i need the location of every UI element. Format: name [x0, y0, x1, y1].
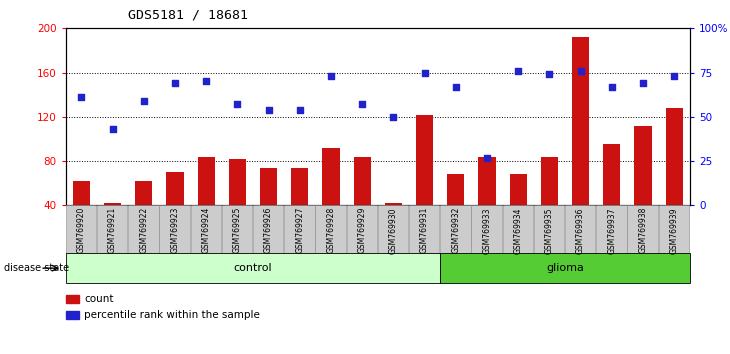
Bar [572, 37, 589, 205]
Text: GSM769927: GSM769927 [295, 207, 304, 253]
Bar [104, 203, 121, 205]
Text: GSM769921: GSM769921 [108, 207, 117, 253]
Point [169, 80, 181, 86]
Bar [73, 181, 90, 205]
Text: disease state: disease state [4, 263, 69, 273]
Point [263, 107, 274, 113]
Text: GSM769926: GSM769926 [264, 207, 273, 253]
Point [606, 84, 618, 90]
Text: GSM769938: GSM769938 [639, 207, 648, 253]
Text: count: count [84, 294, 113, 304]
Text: GSM769923: GSM769923 [170, 207, 180, 253]
Text: GSM769930: GSM769930 [389, 207, 398, 253]
Text: percentile rank within the sample: percentile rank within the sample [84, 310, 260, 320]
Text: GSM769936: GSM769936 [576, 207, 585, 253]
Point [138, 98, 150, 104]
Point [325, 73, 337, 79]
Text: GSM769939: GSM769939 [669, 207, 679, 253]
Text: GSM769924: GSM769924 [201, 207, 211, 253]
Point [294, 107, 306, 113]
Bar [666, 108, 683, 205]
Point [419, 70, 431, 75]
Bar [416, 115, 433, 205]
Text: GSM769922: GSM769922 [139, 207, 148, 253]
Text: GDS5181 / 18681: GDS5181 / 18681 [128, 9, 247, 22]
Bar [603, 144, 620, 205]
Point [107, 126, 118, 132]
Text: GSM769933: GSM769933 [483, 207, 491, 253]
Point [231, 102, 243, 107]
Bar [478, 156, 496, 205]
Text: GSM769935: GSM769935 [545, 207, 554, 253]
Bar [291, 168, 308, 205]
Point [544, 72, 556, 77]
Point [388, 114, 399, 120]
Point [356, 102, 368, 107]
Text: GSM769928: GSM769928 [326, 207, 336, 253]
Bar [634, 126, 652, 205]
Bar [510, 175, 527, 205]
Bar [353, 156, 371, 205]
Point [481, 155, 493, 160]
Point [637, 80, 649, 86]
Text: GSM769929: GSM769929 [358, 207, 366, 253]
Text: glioma: glioma [546, 263, 584, 273]
Point [575, 68, 586, 74]
Bar [447, 175, 464, 205]
Text: GSM769932: GSM769932 [451, 207, 461, 253]
Text: GSM769920: GSM769920 [77, 207, 86, 253]
Point [669, 73, 680, 79]
Bar [260, 168, 277, 205]
Bar [135, 181, 153, 205]
Point [75, 95, 87, 100]
Point [450, 84, 461, 90]
Point [512, 68, 524, 74]
Text: GSM769925: GSM769925 [233, 207, 242, 253]
Bar [228, 159, 246, 205]
Point [200, 79, 212, 84]
Text: control: control [234, 263, 272, 273]
Bar [323, 148, 339, 205]
Text: GSM769934: GSM769934 [514, 207, 523, 253]
Text: GSM769937: GSM769937 [607, 207, 616, 253]
Bar [198, 156, 215, 205]
Bar [541, 156, 558, 205]
Bar [385, 203, 402, 205]
Bar [166, 172, 183, 205]
Text: GSM769931: GSM769931 [420, 207, 429, 253]
